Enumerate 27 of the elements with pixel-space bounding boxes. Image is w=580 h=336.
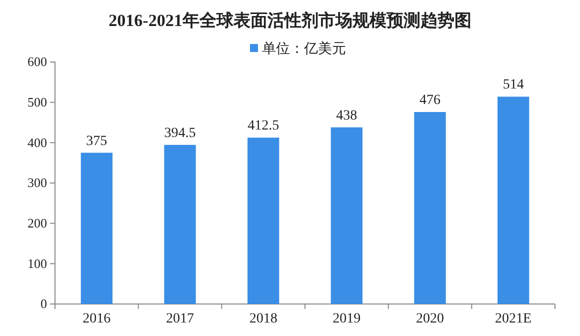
y-tick-label: 0 [40, 296, 47, 312]
bar [330, 127, 362, 304]
bar [498, 96, 530, 304]
x-tick-label: 2017 [166, 311, 194, 326]
y-tick-label: 400 [28, 134, 47, 150]
x-tick-label: 2018 [249, 311, 278, 326]
data-label: 438 [336, 108, 358, 124]
bar [248, 138, 280, 304]
legend-label: 单位：亿美元 [262, 41, 346, 57]
data-label: 476 [420, 93, 440, 108]
bar [164, 144, 196, 304]
bar [80, 152, 112, 304]
data-label: 514 [502, 78, 524, 93]
x-tick-label: 2016 [82, 311, 111, 326]
data-label: 394.5 [164, 126, 196, 141]
bar [414, 112, 446, 304]
data-label: 412.5 [248, 118, 280, 134]
y-tick-label: 100 [28, 256, 47, 271]
chart-title: 2016-2021年全球表面活性剂市场规模预测趋势图 [108, 11, 472, 30]
data-label: 375 [86, 134, 108, 149]
x-tick-label: 2020 [416, 311, 444, 326]
x-tick-label: 2021E [495, 311, 532, 326]
y-tick-label: 500 [28, 94, 47, 110]
y-tick-label: 300 [28, 175, 47, 190]
y-tick-label: 600 [28, 54, 47, 70]
y-tick-label: 200 [28, 215, 47, 230]
x-tick-label: 2019 [332, 311, 361, 326]
